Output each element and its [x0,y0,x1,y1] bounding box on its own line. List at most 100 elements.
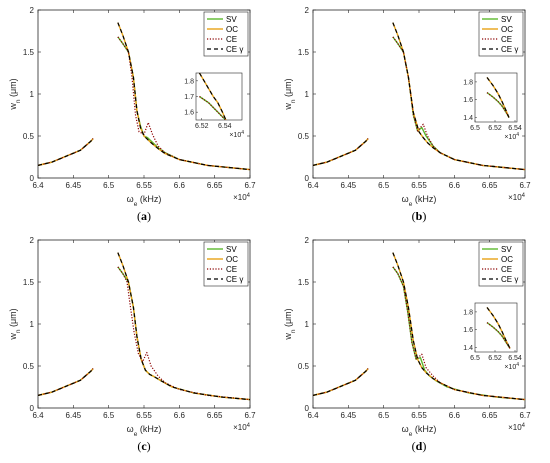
x-exponent: ×104 [508,423,526,432]
y-axis-label: wn (μm) [8,78,22,110]
x-tick-label: 6.4 [32,181,44,190]
y-tick-label: 0 [30,404,35,413]
x-exponent: ×104 [233,423,251,432]
x-tick-label: 6.65 [482,181,498,190]
legend-entry: OC [501,255,513,264]
panel-c: 6.4 6.45 6.5 6.55 6.6 6.65 6.7 0 0.5 1 1.5 2 ×104 ωe … [8,236,256,453]
legend-entry: OC [226,25,238,34]
panel-d: 6.4 6.45 6.5 6.55 6.6 6.65 6.7 0 0.5 1 1.5 2 ×104 ωe … [283,236,531,453]
y-tick-label: 2 [305,6,310,15]
series-CE-gamma-line [117,252,250,401]
x-tick-label: 6.4 [307,181,319,190]
legend-entry: CE γ [226,45,243,54]
inset-x-tick-label: 6.54 [218,123,232,130]
legend-box [203,11,249,57]
inset-y-tick-label: 1.4 [463,115,473,122]
series-CE-gamma-line [38,138,94,166]
inset-series-CE-line [199,96,227,120]
x-tick-label: 6.55 [411,181,427,190]
inset: 6.5 6.52 6.54 1.4 1.6 1.8 ×104 [463,72,522,141]
y-tick-label: 2 [305,236,310,245]
x-tick-label: 6.45 [341,411,357,420]
x-tick-label: 6.7 [519,411,531,420]
inset-x-tick-label: 6.52 [488,125,502,132]
panel-b: 6.4 6.45 6.5 6.55 6.6 6.65 6.7 0 0.5 1 1.5 2 ×104 ωe … [283,6,531,223]
inset-x-exponent: ×104 [504,362,519,371]
legend-entry: SV [226,245,237,254]
inset-series-CE-gamma-line [486,307,511,349]
inset-x-tick-label: 6.5 [470,355,480,362]
inset-y-tick-label: 1.6 [184,110,194,117]
inset-y-tick-label: 1.7 [184,94,194,101]
legend-entry: CE [226,35,237,44]
x-tick-label: 6.5 [378,411,390,420]
x-tick-label: 6.45 [66,181,82,190]
series-CE-gamma-line [117,22,250,171]
x-tick-label: 6.5 [103,411,115,420]
series-CE-gamma-line [38,368,94,396]
y-tick-label: 1.5 [23,278,35,287]
panel-label: (a) [137,209,151,223]
x-tick-label: 6.7 [244,181,256,190]
y-tick-label: 0.5 [23,362,35,371]
inset-area [474,72,518,123]
x-tick-label: 6.6 [449,411,461,420]
x-exponent: ×104 [233,193,251,202]
y-tick-label: 1 [305,320,310,329]
x-tick-label: 6.45 [66,411,82,420]
y-tick-label: 0 [305,174,310,183]
y-tick-label: 1.5 [23,48,35,57]
y-axis-label: wn (μm) [283,78,297,110]
x-tick-label: 6.55 [411,411,427,420]
x-tick-label: 6.55 [136,181,152,190]
y-tick-label: 1.5 [298,48,310,57]
inset-x-tick-label: 6.52 [195,123,209,130]
panel-label: (c) [137,439,150,453]
series-CE-gamma-line [313,138,369,166]
x-exponent: ×104 [508,193,526,202]
inset-y-tick-label: 1.6 [463,97,473,104]
y-tick-label: 2 [30,236,35,245]
legend-entry: CE γ [226,275,243,284]
series-CE-gamma-line [392,252,525,401]
y-tick-label: 0.5 [298,132,310,141]
x-tick-label: 6.7 [519,181,531,190]
y-axis-label: wn (μm) [283,308,297,340]
legend-entry: SV [226,15,237,24]
y-tick-label: 1 [30,90,35,99]
inset-series-CE-line [486,322,511,349]
x-axis-label: ωe (kHz) [402,424,437,438]
legend-entry: OC [226,255,238,264]
legend-entry: SV [501,245,512,254]
inset: 6.52 6.54 1.6 1.7 1.8 ×104 [184,72,244,139]
x-tick-label: 6.6 [449,181,461,190]
x-tick-label: 6.4 [307,411,319,420]
x-tick-label: 6.45 [341,181,357,190]
inset-x-tick-label: 6.54 [508,355,522,362]
legend-entry: CE [226,265,237,274]
legend-entry: CE γ [501,275,518,284]
panel-label: (d) [412,439,427,453]
legend-entry: CE [501,265,512,274]
inset-y-tick-label: 1.8 [463,309,473,316]
panel-label: (b) [412,209,427,223]
inset-area [474,302,518,353]
y-tick-label: 0.5 [298,362,310,371]
y-tick-label: 0 [305,404,310,413]
x-tick-label: 6.4 [32,411,44,420]
inset-y-tick-label: 1.8 [184,78,194,85]
series-CE-line [392,266,525,401]
y-tick-label: 0 [30,174,35,183]
y-tick-label: 1 [305,90,310,99]
x-axis-label: ωe (kHz) [127,194,162,208]
inset: 6.5 6.52 6.54 1.4 1.6 1.8 ×104 [463,302,522,371]
inset-x-tick-label: 6.52 [488,355,502,362]
x-tick-label: 6.5 [103,181,115,190]
x-tick-label: 6.65 [207,181,223,190]
y-tick-label: 2 [30,6,35,15]
